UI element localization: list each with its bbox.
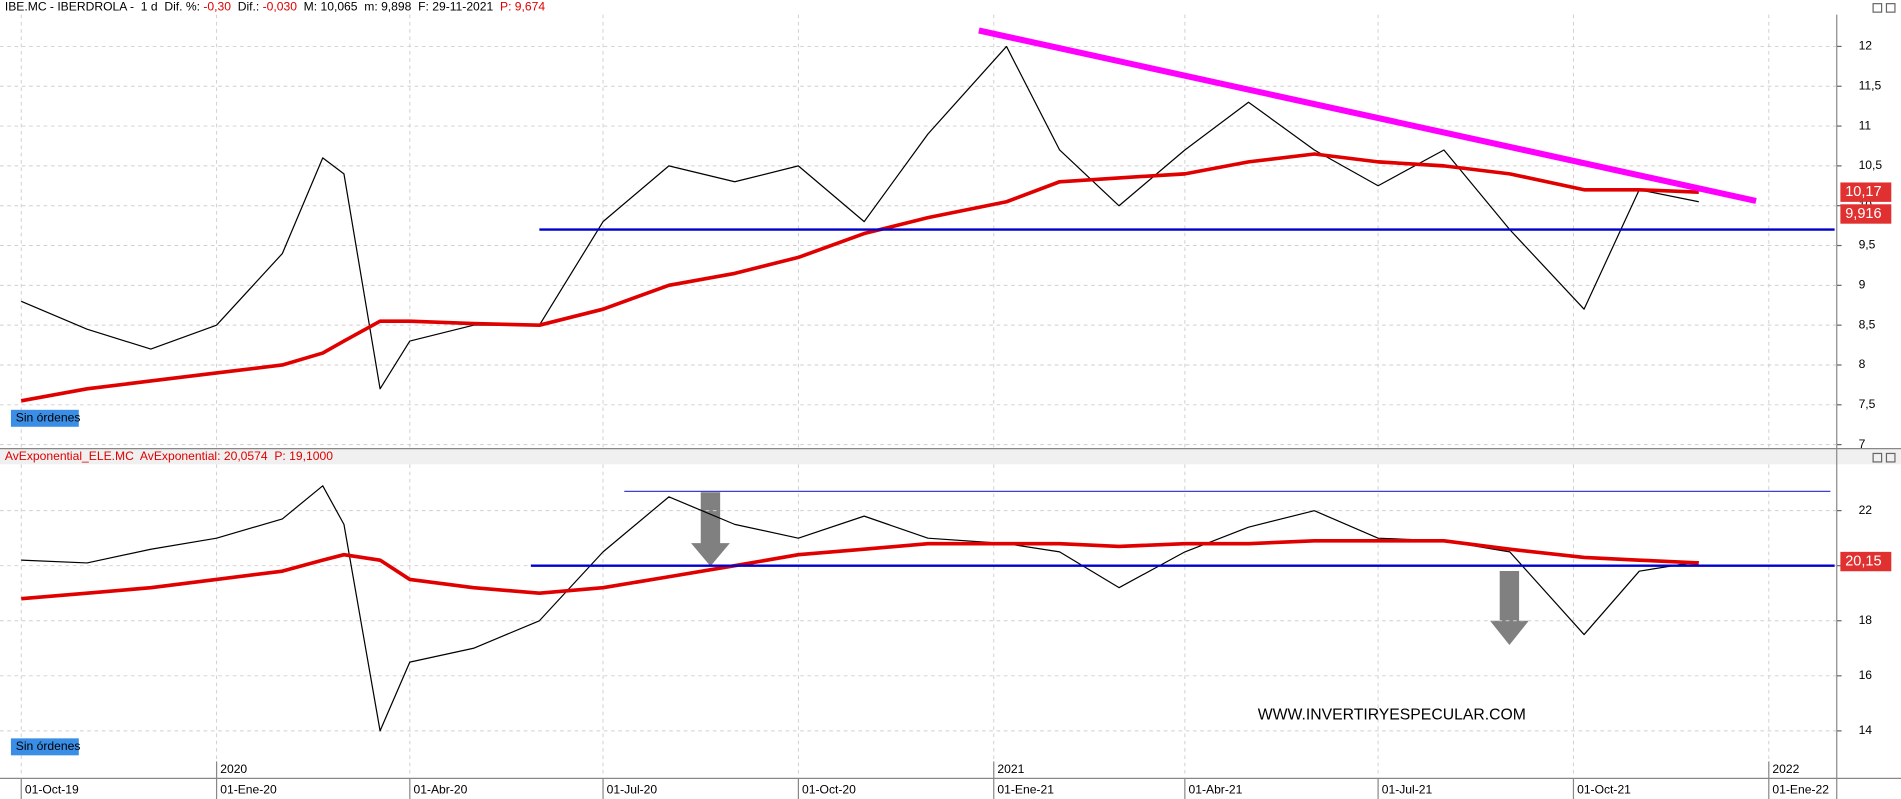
y-tick-label: 9	[1859, 278, 1866, 292]
value-tag	[1840, 551, 1892, 572]
x-tick-label: 01-Ene-21	[997, 783, 1054, 797]
status-badge	[10, 738, 79, 756]
header-part: P: 9,674	[500, 0, 545, 14]
header-part: -0,030	[263, 0, 298, 14]
x-tick-label: 01-Ene-20	[220, 783, 277, 797]
header-part: IBE.MC - IBERDROLA - 1 d Dif. %:	[5, 0, 204, 14]
value-tag-label: 20,15	[1845, 553, 1881, 569]
year-label: 2020	[220, 762, 247, 776]
value-tag	[1840, 204, 1892, 224]
window-button[interactable]	[1872, 452, 1883, 463]
status-badge	[10, 409, 79, 427]
window-button[interactable]	[1885, 3, 1896, 13]
y-tick-label: 22	[1859, 503, 1873, 517]
year-label: 2021	[997, 762, 1024, 776]
y-tick-label: 11,5	[1859, 78, 1882, 92]
x-tick-label: 01-Abr-20	[413, 783, 467, 797]
status-label: Sin órdenes	[16, 739, 81, 753]
watermark: WWW.INVERTIRYESPECULAR.COM	[1258, 706, 1526, 723]
y-tick-label: 18	[1859, 613, 1873, 627]
panel-header-bar	[0, 448, 1901, 465]
window-button[interactable]	[1872, 3, 1883, 13]
x-tick-label: 01-Abr-21	[1188, 783, 1242, 797]
x-tick-label: 01-Jul-20	[607, 783, 658, 797]
price-line	[20, 45, 1699, 390]
x-tick-label: 01-Ene-22	[1772, 783, 1829, 797]
x-tick-label: 01-Oct-20	[802, 783, 856, 797]
moving-average	[21, 539, 1699, 601]
status-label: Sin órdenes	[16, 410, 81, 424]
y-tick-label: 8	[1859, 357, 1866, 371]
moving-average	[20, 152, 1699, 403]
x-tick-label: 01-Oct-21	[1577, 783, 1631, 797]
y-tick-label: 14	[1859, 723, 1873, 737]
y-tick-label: 16	[1859, 668, 1873, 682]
panel-header: IBE.MC - IBERDROLA - 1 d Dif. %: -0,30 D…	[5, 0, 546, 14]
x-tick-label: 01-Jul-21	[1382, 783, 1433, 797]
down-arrow	[1490, 571, 1529, 646]
y-tick-label: 11	[1859, 118, 1872, 132]
value-tag	[1840, 182, 1892, 202]
y-tick-label: 7	[1859, 437, 1866, 451]
level-line	[978, 27, 1757, 204]
panel-header: AvExponential_ELE.MC AvExponential: 20,0…	[5, 449, 333, 463]
header-part: -0,30	[203, 0, 231, 14]
header-part: AvExponential_ELE.MC AvExponential: 20,0…	[5, 449, 333, 463]
y-tick-label: 12	[1859, 39, 1873, 53]
y-tick-label: 9,5	[1859, 238, 1876, 252]
y-tick-label: 8,5	[1859, 317, 1876, 331]
y-tick-label: 10,5	[1859, 158, 1883, 172]
x-tick-label: 01-Oct-19	[25, 783, 79, 797]
window-button[interactable]	[1885, 452, 1896, 463]
y-tick-label: 7,5	[1859, 397, 1876, 411]
year-label: 2022	[1772, 762, 1799, 776]
value-tag-label: 9,916	[1845, 206, 1881, 222]
header-part: M: 10,065 m: 9,898 F: 29-11-2021	[297, 0, 500, 14]
value-tag-label: 10,17	[1845, 184, 1881, 200]
header-part: Dif.:	[231, 0, 263, 14]
